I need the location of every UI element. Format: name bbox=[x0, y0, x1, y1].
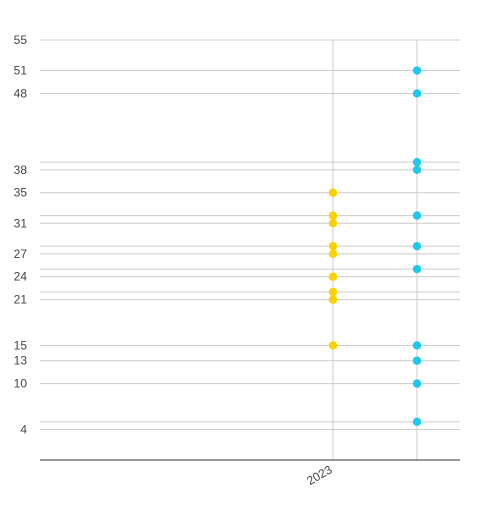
data-point bbox=[328, 272, 338, 281]
data-point bbox=[328, 295, 338, 304]
y-tick-label: 35 bbox=[14, 186, 28, 200]
y-tick-label: 21 bbox=[14, 293, 28, 307]
y-tick-label: 24 bbox=[14, 270, 28, 284]
y-tick-label: 48 bbox=[14, 86, 28, 100]
data-point bbox=[328, 249, 338, 259]
data-point bbox=[412, 379, 422, 388]
y-tick-label: 10 bbox=[14, 377, 28, 391]
x-tick-label: 2023 bbox=[304, 462, 334, 488]
y-tick-label: 51 bbox=[14, 64, 28, 78]
data-point bbox=[412, 165, 422, 175]
data-point bbox=[412, 241, 422, 251]
data-point bbox=[328, 211, 338, 220]
data-point bbox=[412, 66, 422, 75]
y-tick-label: 38 bbox=[14, 163, 28, 177]
data-point bbox=[412, 264, 422, 274]
data-point bbox=[412, 89, 422, 98]
y-tick-label: 27 bbox=[14, 247, 28, 261]
data-point bbox=[328, 241, 338, 251]
y-tick-label: 4 bbox=[20, 422, 27, 436]
axes: 55 51 48 38 35 31 27 24 21 15 13 10 4 2023 bbox=[14, 33, 460, 488]
data-points bbox=[328, 66, 422, 427]
y-tick-label: 15 bbox=[14, 338, 28, 352]
data-point bbox=[412, 341, 422, 350]
data-point bbox=[412, 211, 422, 220]
y-tick-label: 55 bbox=[14, 33, 28, 47]
data-point bbox=[328, 219, 338, 228]
y-tick-label: 13 bbox=[14, 354, 28, 368]
grid bbox=[40, 39, 460, 460]
y-tick-label: 31 bbox=[14, 216, 28, 230]
data-point bbox=[328, 188, 338, 197]
data-point bbox=[328, 287, 338, 297]
data-point bbox=[412, 157, 422, 167]
data-point bbox=[328, 341, 338, 350]
data-point bbox=[412, 417, 422, 427]
data-point bbox=[412, 356, 422, 365]
